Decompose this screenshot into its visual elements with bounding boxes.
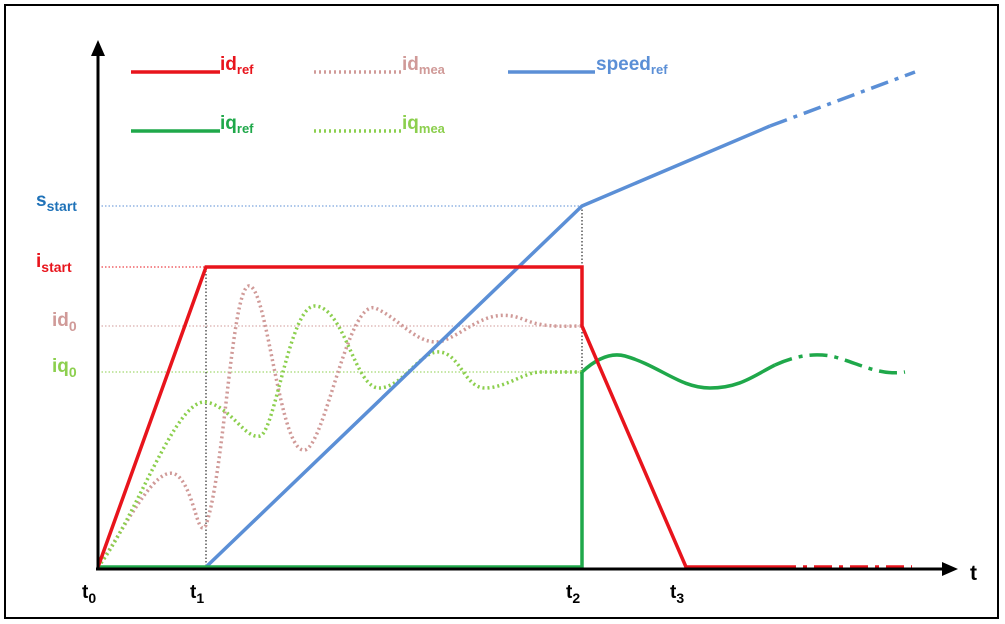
x-label-t2: t2 [566,582,580,606]
x-labels: t0 t1 t2 t3 t [82,562,977,606]
y-label-id0: id0 [52,310,77,334]
speed-ref-line [204,124,771,569]
y-label-s-start: sstart [36,190,77,214]
diagram-frame [4,4,999,619]
y-label-iq0: iq0 [52,356,77,380]
speed-ref-extension [769,70,916,128]
id-mea-curve [96,284,583,568]
x-axis-label-t: t [970,562,977,585]
y-label-i-start: istart [36,251,72,275]
id-ref-line [96,265,778,569]
iq-ref-oscillation [580,353,776,390]
x-label-t1: t1 [190,582,204,606]
guide-lines [98,205,583,567]
legend: idref idmea speedref iqref iqmea [131,54,668,136]
x-label-t0: t0 [82,582,96,606]
iq-ref-extension [774,353,906,375]
x-axis-arrow [942,562,958,576]
iq-ref-line [98,372,584,569]
axes [91,40,958,576]
x-label-t3: t3 [670,582,684,606]
legend-label-id-mea: idmea [402,54,446,77]
legend-label-speed-ref: speedref [596,54,668,77]
y-axis-arrow [91,40,105,56]
y-labels: sstart istart id0 iq0 [36,190,77,380]
legend-label-iq-mea: iqmea [402,113,446,136]
legend-label-iq-ref: iqref [220,113,254,136]
legend-label-id-ref: idref [220,54,254,77]
